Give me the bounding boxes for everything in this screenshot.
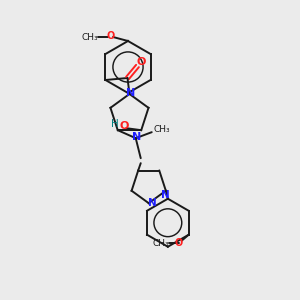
- Text: O: O: [137, 57, 146, 67]
- Text: N: N: [161, 190, 170, 200]
- Text: CH₃: CH₃: [82, 32, 98, 41]
- Text: H: H: [111, 119, 119, 129]
- Text: O: O: [107, 31, 115, 41]
- Text: N: N: [148, 198, 157, 208]
- Text: O: O: [175, 238, 183, 248]
- Text: N: N: [126, 88, 135, 98]
- Text: N: N: [132, 132, 141, 142]
- Text: O: O: [120, 121, 129, 131]
- Text: CH₃: CH₃: [152, 239, 169, 248]
- Text: CH₃: CH₃: [153, 125, 170, 134]
